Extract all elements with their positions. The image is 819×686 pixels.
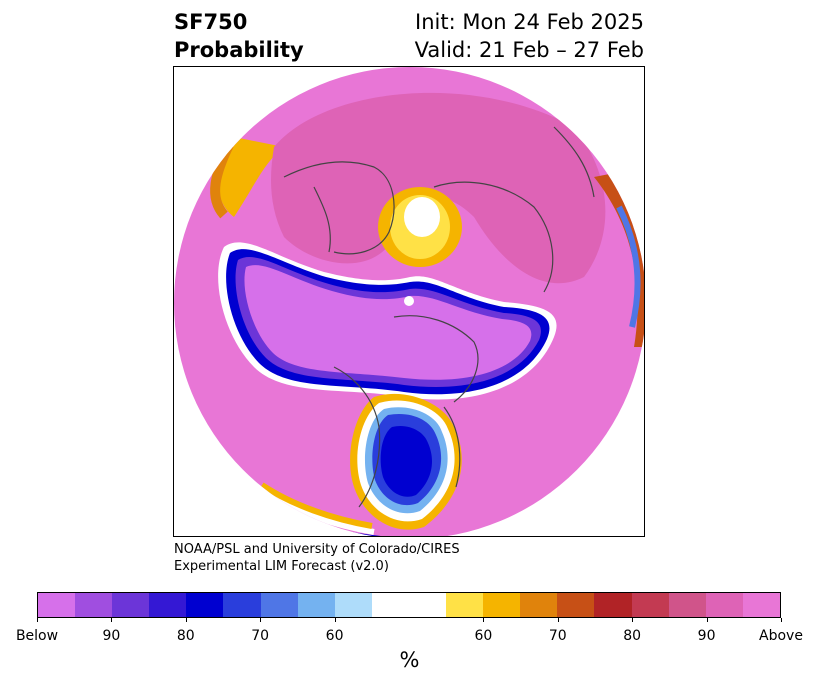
colorbar-segment xyxy=(631,593,669,617)
colorbar-segment xyxy=(520,593,558,617)
colorbar-tick-mark xyxy=(111,618,113,622)
colorbar-segment xyxy=(557,593,595,617)
colorbar-segment xyxy=(446,593,484,617)
colorbar-ticks: Below 90 80 70 60 60 70 80 90 Above xyxy=(0,618,819,648)
colorbar-tick-label: Below xyxy=(15,628,59,644)
siberia-neutral-core xyxy=(404,197,440,237)
colorbar-tick-mark xyxy=(185,618,187,622)
colorbar-segment xyxy=(742,593,780,617)
colorbar-tick-label: 80 xyxy=(176,628,195,644)
variable-name: SF750 xyxy=(174,10,248,34)
colorbar-tick-label: 60 xyxy=(474,628,493,644)
colorbar-segment xyxy=(186,593,224,617)
colorbar-tick-label: 60 xyxy=(325,628,344,644)
valid-range: Valid: 21 Feb – 27 Feb xyxy=(414,38,644,62)
chart-title-right: Init: Mon 24 Feb 2025 Valid: 21 Feb – 27… xyxy=(415,8,644,64)
credit-line-1: NOAA/PSL and University of Colorado/CIRE… xyxy=(174,542,460,557)
colorbar-segment xyxy=(483,593,521,617)
colorbar-unit: % xyxy=(399,648,420,672)
colorbar-segment xyxy=(594,593,632,617)
colorbar-segment xyxy=(334,593,372,617)
polar-map xyxy=(174,67,644,536)
colorbar-tick-label: 70 xyxy=(548,628,567,644)
colorbar-tick-label: 80 xyxy=(623,628,642,644)
colorbar-segment xyxy=(371,593,409,617)
north-pole-marker xyxy=(404,296,414,306)
colorbar-tick-mark xyxy=(37,618,38,622)
coastlines xyxy=(283,126,595,508)
colorbar-segment xyxy=(112,593,150,617)
colorbar-segment xyxy=(260,593,298,617)
colorbar-segment xyxy=(75,593,113,617)
eurasia-above xyxy=(271,92,606,284)
colorbar-tick-mark xyxy=(706,618,708,622)
band-yellow-west xyxy=(218,137,284,217)
colorbar-segment xyxy=(38,593,76,617)
colorbar-tick-label: 90 xyxy=(102,628,121,644)
colorbar xyxy=(37,592,781,618)
colorbar-tick-label: 70 xyxy=(251,628,270,644)
colorbar-tick-mark xyxy=(334,618,336,622)
colorbar-segment xyxy=(223,593,261,617)
colorbar-tick-mark xyxy=(483,618,485,622)
credit-text: NOAA/PSL and University of Colorado/CIRE… xyxy=(174,541,460,575)
colorbar-tick-mark xyxy=(781,618,782,622)
colorbar-segment xyxy=(297,593,335,617)
map-panel xyxy=(173,66,645,537)
product-kind: Probability xyxy=(174,38,304,62)
below-region-arctic xyxy=(244,265,532,380)
colorbar-segment xyxy=(149,593,187,617)
colorbar-tick-mark xyxy=(557,618,559,622)
colorbar-tick-mark xyxy=(632,618,634,622)
colorbar-segment xyxy=(668,593,706,617)
init-date: Init: Mon 24 Feb 2025 xyxy=(415,10,644,34)
colorbar-segment xyxy=(705,593,743,617)
colorbar-tick-label: Above xyxy=(759,628,803,644)
colorbar-tick-mark xyxy=(260,618,262,622)
colorbar-segment xyxy=(408,593,447,617)
colorbar-tick-label: 90 xyxy=(697,628,716,644)
credit-line-2: Experimental LIM Forecast (v2.0) xyxy=(174,559,389,574)
chart-title-left: SF750 Probability xyxy=(174,8,304,64)
